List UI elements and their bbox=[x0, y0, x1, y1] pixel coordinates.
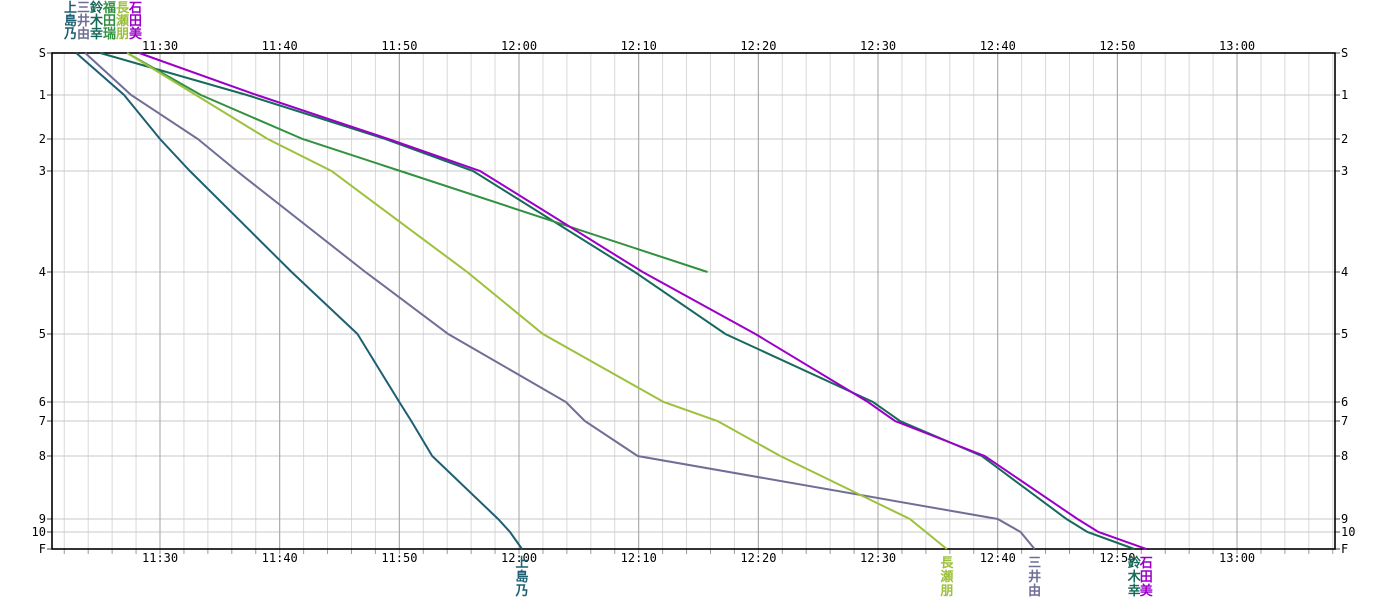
control-label-right: F bbox=[1341, 542, 1349, 556]
time-label-top: 11:50 bbox=[381, 39, 418, 53]
control-label-right: 4 bbox=[1341, 265, 1349, 279]
control-label-left: 5 bbox=[38, 327, 46, 341]
finish-runner-name: 上島乃 bbox=[515, 555, 529, 598]
legend-runner-name: 福田瑞 bbox=[103, 0, 117, 41]
control-label-right: 6 bbox=[1341, 395, 1349, 409]
control-label-right: 9 bbox=[1341, 512, 1349, 526]
time-label-top: 13:00 bbox=[1219, 39, 1256, 53]
legend-runner-name: 鈴木幸 bbox=[90, 0, 104, 41]
control-label-right: 3 bbox=[1341, 164, 1349, 178]
control-label-left: 1 bbox=[38, 88, 46, 102]
time-label-bottom: 11:30 bbox=[142, 551, 179, 565]
runner-line-1 bbox=[75, 52, 523, 550]
control-label-left: 3 bbox=[38, 164, 46, 178]
finish-runner-name: 三井由 bbox=[1028, 555, 1042, 598]
time-label-top: 11:30 bbox=[142, 39, 179, 53]
control-label-left: 4 bbox=[38, 265, 46, 279]
finish-runner-name: 石田美 bbox=[1139, 555, 1153, 598]
control-label-right: 8 bbox=[1341, 449, 1349, 463]
runner-line-4 bbox=[126, 52, 708, 273]
control-label-left: 10 bbox=[31, 525, 46, 539]
legend-runner-name: 上島乃 bbox=[64, 0, 78, 41]
runner-line-6 bbox=[138, 52, 1147, 550]
legend-runner-name: 三井由 bbox=[77, 0, 91, 41]
control-label-right: 7 bbox=[1341, 414, 1349, 428]
control-label-left: F bbox=[38, 542, 46, 556]
control-label-right: S bbox=[1341, 46, 1349, 60]
control-label-left: 9 bbox=[38, 512, 46, 526]
time-label-top: 12:00 bbox=[501, 39, 538, 53]
control-label-left: 2 bbox=[38, 132, 46, 146]
control-label-right: 2 bbox=[1341, 132, 1349, 146]
control-label-left: S bbox=[38, 46, 46, 60]
runner-line-3 bbox=[99, 52, 1135, 550]
time-label-bottom: 11:40 bbox=[261, 551, 298, 565]
time-label-top: 11:40 bbox=[261, 39, 298, 53]
control-label-right: 10 bbox=[1341, 525, 1356, 539]
time-label-bottom: 11:50 bbox=[381, 551, 418, 565]
time-label-bottom: 12:50 bbox=[1099, 551, 1136, 565]
legend-runner-name: 長瀬朋 bbox=[116, 0, 130, 41]
control-label-right: 1 bbox=[1341, 88, 1349, 102]
time-label-top: 12:30 bbox=[860, 39, 897, 53]
time-label-top: 12:40 bbox=[979, 39, 1016, 53]
finish-runner-name: 鈴木幸 bbox=[1127, 555, 1141, 598]
time-label-top: 12:10 bbox=[620, 39, 657, 53]
time-label-bottom: 12:20 bbox=[740, 551, 777, 565]
control-label-left: 7 bbox=[38, 414, 46, 428]
control-label-left: 8 bbox=[38, 449, 46, 463]
time-label-bottom: 12:10 bbox=[620, 551, 657, 565]
control-label-right: 5 bbox=[1341, 327, 1349, 341]
time-label-bottom: 12:00 bbox=[501, 551, 538, 565]
plot-border bbox=[51, 52, 1336, 550]
runner-line-2 bbox=[84, 52, 1036, 550]
finish-runner-name: 長瀬朋 bbox=[940, 555, 954, 598]
control-label-left: 6 bbox=[38, 395, 46, 409]
runner-legend: 上島乃三井由鈴木幸福田瑞長瀬朋石田美 bbox=[64, 1, 142, 40]
legend-runner-name: 石田美 bbox=[129, 0, 143, 41]
time-label-bottom: 13:00 bbox=[1219, 551, 1256, 565]
runner-line-5 bbox=[126, 52, 948, 550]
time-label-bottom: 12:30 bbox=[860, 551, 897, 565]
time-label-top: 12:50 bbox=[1099, 39, 1136, 53]
time-label-top: 12:20 bbox=[740, 39, 777, 53]
time-label-bottom: 12:40 bbox=[979, 551, 1016, 565]
